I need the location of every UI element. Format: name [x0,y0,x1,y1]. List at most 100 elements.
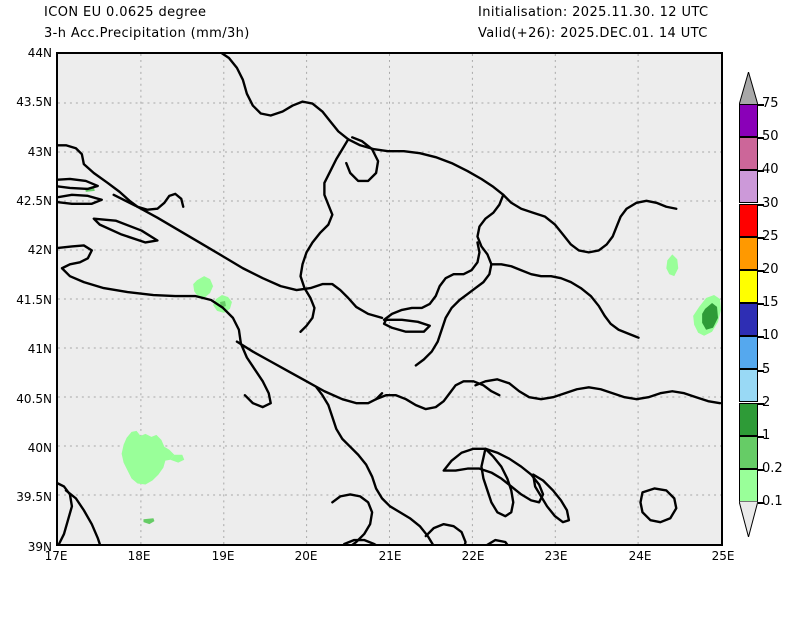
x-tick-18E: 18E [127,549,151,563]
y-tick-41.5N: 41.5N [16,293,52,307]
coast-calabria-tip [58,482,74,544]
precip-speck-ionian [143,518,155,525]
colorbar-band-50-75[interactable] [739,104,758,138]
colorbar-band-15-20[interactable] [739,269,758,303]
y-tick-44N: 44N [27,46,52,60]
initialisation-time: Initialisation: 2025.11.30. 12 UTC [478,5,709,20]
colorbar-label-15: 15 [762,295,779,310]
y-tick-39N: 39N [27,540,52,554]
colorbar-label-1: 1 [762,428,771,443]
colorbar-band-5-10[interactable] [739,336,758,370]
colorbar-band-1-2[interactable] [739,402,758,436]
border-bosnia-notch [345,136,380,183]
colorbar-over-arrow [739,72,758,105]
coast-italy-islands-b [58,193,103,205]
x-tick-23E: 23E [544,549,568,563]
map-plot-area [56,52,723,546]
coast-greece-se [424,522,467,544]
border-serbia-east [502,193,678,254]
coast-greece-gulf [331,493,374,544]
colorbar-tickline-0.2 [758,469,764,471]
coast-island-small [486,538,509,544]
colorbar-tickline-15 [758,303,764,305]
colorbar-label-50: 50 [762,129,779,144]
colorbar-band-20-25[interactable] [739,236,758,270]
border-kosovo [414,193,505,367]
y-tick-42N: 42N [27,243,52,257]
coast-taranto [58,244,272,409]
coast-chalkidiki-3 [531,473,571,524]
coast-apulia-inner [382,318,431,333]
colorbar-label-2: 2 [762,395,771,410]
colorbar-band-10-15[interactable] [739,303,758,337]
coast-greece-gulf2 [343,538,377,544]
colorbar-tickline-75 [758,104,764,106]
y-tick-39.5N: 39.5N [16,490,52,504]
precip-cell-thrace-west [666,254,679,277]
x-tick-17E: 17E [44,549,68,563]
coast-chalkidiki-2 [480,447,515,518]
colorbar-tickline-50 [758,137,764,139]
colorbar-band-2-5[interactable] [739,369,758,403]
y-tick-40.5N: 40.5N [16,392,52,406]
y-tick-43N: 43N [27,145,52,159]
coast-greece-west [315,386,434,544]
colorbar-label-10: 10 [762,328,779,343]
coastlines-and-borders [58,54,721,544]
coast-chalkidiki-1 [442,447,545,504]
y-tick-43.5N: 43.5N [16,95,52,109]
coast-calabria [235,340,384,405]
y-tick-42.5N: 42.5N [16,194,52,208]
x-tick-25E: 25E [711,549,735,563]
colorbar-label-25: 25 [762,229,779,244]
colorbar-band-40-50[interactable] [739,137,758,171]
colorbar-tickline-10 [758,336,764,338]
colorbar-tickline-5 [758,370,764,372]
colorbar-band-30-40[interactable] [739,170,758,204]
colorbar-tickline-25 [758,237,764,239]
colorbar-label-20: 20 [762,262,779,277]
colorbar-label-75: 75 [762,96,779,111]
valid-time: Valid(+26): 2025.DEC.01. 14 UTC [478,26,708,41]
colorbar-label-40: 40 [762,162,779,177]
colorbar-label-0.1: 0.1 [762,494,783,509]
border-albania-greece [374,380,501,411]
precip-cell-thrace-east [693,295,721,336]
coast-aegean-north [474,378,721,405]
colorbar-tickline-1 [758,436,764,438]
x-tick-24E: 24E [628,549,652,563]
x-tick-20E: 20E [294,549,318,563]
y-tick-40N: 40N [27,441,52,455]
colorbar-label-5: 5 [762,362,771,377]
precip-cell-ionian [121,430,185,485]
coast-italy-islands-c [92,217,159,244]
border-macedonia-north [490,263,640,339]
coast-thassos [639,487,678,524]
x-tick-19E: 19E [211,549,235,563]
coast-croatia [220,54,505,197]
precip-cell-adriatic-north [193,276,214,299]
colorbar-band-0.2-1[interactable] [739,435,758,469]
coast-apulia-diagonal [112,193,384,320]
colorbar-tickline-20 [758,270,764,272]
colorbar-under-arrow [739,501,758,537]
colorbar-label-0.2: 0.2 [762,461,783,476]
border-bosnia-west [299,138,350,333]
colorbar-band-25-30[interactable] [739,203,758,237]
colorbar-tickline-40 [758,170,764,172]
coast-sicily-edge [64,489,102,544]
coast-italy-islands-a [58,177,99,191]
colorbar-tickline-0.1 [758,502,764,504]
colorbar-band-0.1-0.2[interactable] [739,468,758,502]
x-tick-22E: 22E [461,549,485,563]
colorbar[interactable] [739,104,758,502]
border-albania-east [382,241,481,322]
colorbar-tickline-2 [758,403,764,405]
coast-italy-north [58,144,185,211]
y-tick-41N: 41N [27,342,52,356]
colorbar-tickline-30 [758,204,764,206]
field-title: 3-h Acc.Precipitation (mm/3h) [44,26,250,41]
colorbar-label-30: 30 [762,196,779,211]
model-title: ICON EU 0.0625 degree [44,5,207,20]
